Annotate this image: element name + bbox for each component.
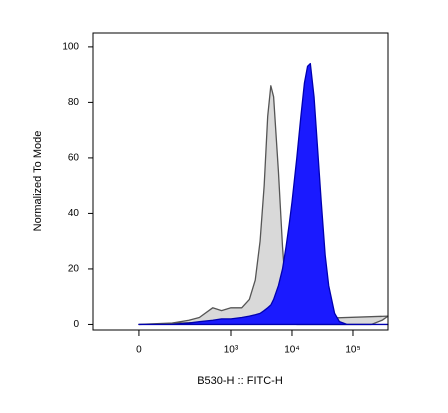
y-tick-label: 60: [68, 153, 80, 164]
y-axis-title: Normalized To Mode: [32, 131, 44, 232]
y-tick-label: 80: [68, 97, 80, 108]
y-tick-label: 100: [62, 42, 79, 53]
x-axis-title: B530-H :: FITC-H: [197, 375, 283, 387]
y-tick-label: 40: [68, 208, 80, 219]
histogram-area: [138, 62, 389, 326]
x-tick-label: 10³: [224, 345, 239, 356]
histogram-area: [138, 85, 389, 326]
y-tick-label: 20: [68, 264, 80, 275]
y-tick-label: 0: [73, 319, 79, 330]
plot-frame: [92, 32, 389, 331]
x-tick-label: 10⁴: [284, 345, 299, 356]
x-tick-label: 0: [136, 345, 142, 356]
x-tick-label: 10⁵: [345, 345, 360, 356]
